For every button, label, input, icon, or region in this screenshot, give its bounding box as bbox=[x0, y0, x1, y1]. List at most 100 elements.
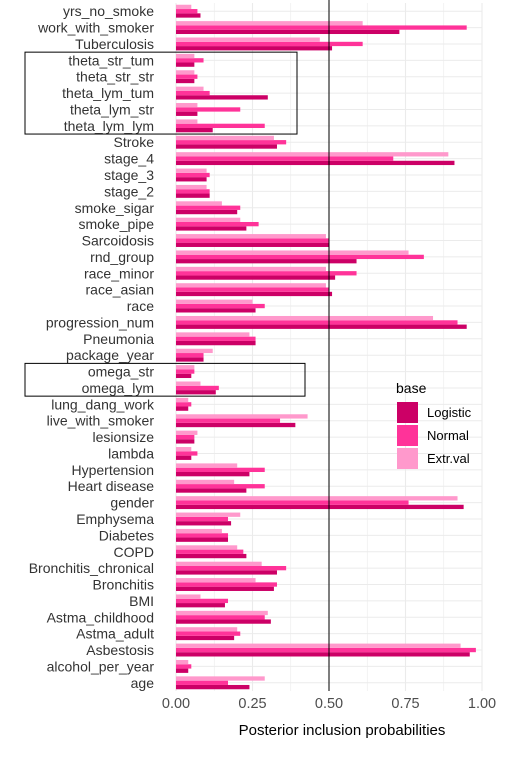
category-label: Astma_adult bbox=[76, 626, 154, 642]
category-label: Sarcoidosis bbox=[82, 233, 154, 249]
bar-normal-stage_2 bbox=[176, 189, 210, 194]
category-label: Diabetes bbox=[99, 527, 154, 543]
bar-extrval-lesionsize bbox=[176, 430, 198, 435]
bar-normal-Sarcoidosis bbox=[176, 238, 329, 243]
legend-label: Normal bbox=[427, 428, 469, 443]
bar-extrval-Bronchitis_chronical bbox=[176, 561, 262, 566]
bar-normal-smoke_sigar bbox=[176, 205, 241, 210]
bar-extrval-live_with_smoker bbox=[176, 414, 308, 419]
legend: base Logistic Normal Extr.val bbox=[396, 380, 472, 469]
bar-logistic-rnd_group bbox=[176, 259, 357, 264]
category-label: race_minor bbox=[84, 265, 154, 281]
bar-logistic-lesionsize bbox=[176, 439, 195, 444]
category-label: Bronchitis bbox=[93, 577, 154, 593]
category-label: stage_3 bbox=[104, 167, 154, 183]
bar-extrval-package_year bbox=[176, 348, 213, 354]
legend-label: Extr.val bbox=[427, 451, 470, 466]
bar-normal-theta_str_str bbox=[176, 74, 198, 79]
bar-logistic-Bronchitis bbox=[176, 586, 274, 591]
bar-normal-package_year bbox=[176, 353, 204, 358]
bar-normal-Emphysema bbox=[176, 516, 229, 522]
bar-extrval-yrs_no_smoke bbox=[176, 4, 192, 10]
category-label: theta_str_tum bbox=[68, 52, 154, 68]
bar-extrval-Heart disease bbox=[176, 479, 235, 485]
bar-extrval-race bbox=[176, 299, 253, 304]
category-labels: yrs_no_smokework_with_smokerTuberculosis… bbox=[29, 3, 155, 691]
category-label: Hypertension bbox=[72, 462, 155, 478]
x-tick-label: 0.75 bbox=[391, 696, 419, 712]
bar-logistic-Sarcoidosis bbox=[176, 242, 329, 247]
bar-normal-work_with_smoker bbox=[176, 25, 467, 30]
category-label: smoke_sigar bbox=[75, 200, 155, 216]
bar-extrval-gender bbox=[176, 496, 458, 501]
bar-normal-theta_lym_str bbox=[176, 107, 241, 112]
bar-logistic-Astma_adult bbox=[176, 635, 235, 641]
bar-normal-stage_3 bbox=[176, 172, 210, 178]
category-label: rnd_group bbox=[90, 249, 154, 265]
bar-extrval-Hypertension bbox=[176, 463, 238, 468]
bar-extrval-theta_str_tum bbox=[176, 53, 195, 59]
bar-logistic-lung_dang_work bbox=[176, 406, 189, 411]
category-label: live_with_smoker bbox=[47, 413, 155, 429]
bar-logistic-omega_lym bbox=[176, 390, 216, 395]
bar-extrval-race_minor bbox=[176, 266, 326, 272]
bar-extrval-Diabetes bbox=[176, 528, 222, 534]
bar-extrval-COPD bbox=[176, 545, 238, 550]
bar-normal-omega_lym bbox=[176, 385, 219, 391]
bar-logistic-work_with_smoker bbox=[176, 29, 400, 35]
bar-normal-Bronchitis bbox=[176, 582, 277, 587]
bar-extrval-Sarcoidosis bbox=[176, 234, 326, 239]
bar-normal-rnd_group bbox=[176, 254, 424, 260]
bar-logistic-package_year bbox=[176, 357, 204, 362]
bar-logistic-smoke_sigar bbox=[176, 209, 238, 215]
x-tick-labels: 0.00 0.25 0.50 0.75 1.00 bbox=[162, 696, 496, 712]
bar-normal-theta_lym_tum bbox=[176, 90, 210, 96]
bar-logistic-progression_num bbox=[176, 324, 467, 329]
bar-logistic-stage_4 bbox=[176, 160, 455, 166]
bar-normal-COPD bbox=[176, 549, 244, 554]
category-label: race bbox=[127, 298, 154, 314]
category-label: gender bbox=[110, 495, 154, 511]
x-tick-label: 0.50 bbox=[315, 696, 343, 712]
category-label: theta_str_str bbox=[76, 69, 154, 85]
bar-normal-Astma_adult bbox=[176, 631, 241, 636]
category-label: Emphysema bbox=[76, 511, 154, 527]
bar-normal-Heart disease bbox=[176, 484, 265, 489]
bar-extrval-stage_4 bbox=[176, 152, 449, 157]
category-label: omega_lym bbox=[82, 380, 154, 396]
bar-logistic-race_minor bbox=[176, 275, 336, 280]
legend-swatch bbox=[397, 448, 418, 469]
legend-swatch bbox=[397, 402, 418, 423]
bar-normal-smoke_pipe bbox=[176, 221, 259, 227]
bar-extrval-progression_num bbox=[176, 315, 434, 321]
x-tick-label: 1.00 bbox=[468, 696, 496, 712]
bar-logistic-Emphysema bbox=[176, 521, 232, 526]
bar-logistic-lambda bbox=[176, 455, 192, 460]
category-label: progression_num bbox=[46, 314, 154, 330]
category-label: theta_lym_str bbox=[70, 101, 154, 117]
bar-extrval-alcohol_per_year bbox=[176, 659, 189, 665]
bar-normal-theta_lym_lym bbox=[176, 123, 265, 129]
bar-extrval-Pneumonia bbox=[176, 332, 250, 337]
bar-logistic-yrs_no_smoke bbox=[176, 13, 201, 18]
category-label: BMI bbox=[129, 593, 154, 609]
bar-logistic-Pneumonia bbox=[176, 340, 256, 346]
bar-extrval-Stroke bbox=[176, 135, 274, 141]
bar-logistic-Diabetes bbox=[176, 537, 229, 542]
x-tick-label: 0.25 bbox=[238, 696, 266, 712]
bar-normal-Asbestosis bbox=[176, 647, 476, 653]
category-label: Astma_childhood bbox=[47, 609, 154, 625]
bar-normal-race_asian bbox=[176, 287, 329, 292]
category-label: theta_lym_lym bbox=[64, 118, 154, 134]
category-label: stage_4 bbox=[104, 151, 154, 167]
bar-extrval-omega_lym bbox=[176, 381, 201, 386]
category-label: smoke_pipe bbox=[79, 216, 155, 232]
bar-extrval-stage_2 bbox=[176, 184, 207, 190]
bar-extrval-theta_str_str bbox=[176, 70, 195, 75]
category-label: lambda bbox=[108, 445, 154, 461]
bar-extrval-Asbestosis bbox=[176, 643, 461, 648]
bar-normal-theta_str_tum bbox=[176, 58, 204, 63]
bar-normal-lambda bbox=[176, 451, 198, 456]
bar-normal-gender bbox=[176, 500, 409, 505]
